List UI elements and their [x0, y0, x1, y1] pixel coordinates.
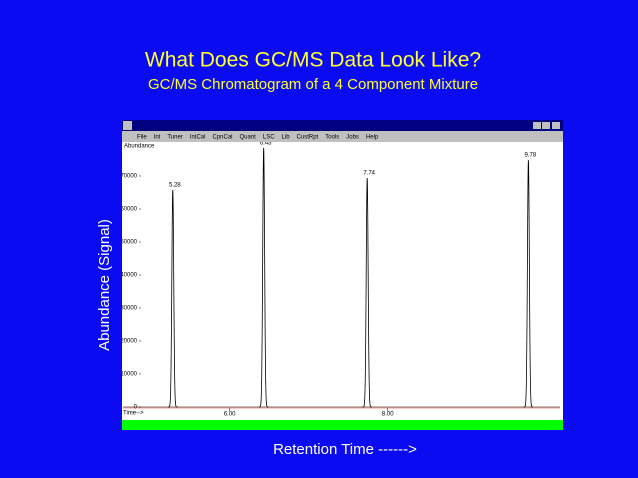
y-tick-label: 20000 [120, 339, 137, 345]
y-axis-label: Abundance (Signal) [96, 219, 113, 351]
slide-subtitle: GC/MS Chromatogram of a 4 Component Mixt… [148, 76, 478, 93]
menu-item[interactable]: CpnCal [212, 135, 232, 141]
y-tick-label: 70000 [120, 174, 137, 180]
peak [523, 160, 534, 408]
app-window: Abundance Time--> [122, 120, 563, 430]
y-tick-label: 0 [134, 405, 138, 411]
peak [258, 147, 269, 408]
menu: File Int Tuner IntCal CpnCal Quant LSC Lib CustR… [137, 135, 379, 141]
menu-item[interactable]: Quant [240, 135, 257, 141]
peak-label: 6.43 [260, 141, 272, 147]
title-bar [122, 120, 563, 131]
menu-item[interactable]: Lib [282, 135, 291, 141]
peak-label: 7.74 [363, 171, 375, 177]
abundance-label: Abundance [124, 144, 155, 150]
menu-bar [122, 131, 563, 142]
peak-label: 9.78 [525, 153, 537, 159]
menu-item[interactable]: Int [154, 135, 161, 141]
peak [362, 177, 372, 408]
time-label: Time--> [123, 411, 144, 417]
menu-item[interactable]: File [137, 135, 147, 141]
menu-item[interactable]: IntCal [190, 135, 206, 141]
y-tick-label: 40000 [120, 273, 137, 279]
menu-item[interactable]: Help [366, 135, 379, 141]
plot: 0 10000 20000 30000 40000 50000 60000 70000 6.00… [120, 141, 560, 418]
menu-item[interactable]: CustRpt [297, 135, 319, 141]
slide-title: What Does GC/MS Data Look Like? [145, 49, 481, 72]
close-button[interactable] [552, 122, 560, 129]
menu-item[interactable]: Tools [325, 135, 339, 141]
maximize-button[interactable] [542, 122, 550, 129]
y-tick-label: 30000 [120, 306, 137, 312]
x-tick-label: 8.00 [382, 412, 394, 418]
menu-item[interactable]: LSC [263, 135, 275, 141]
menu-item[interactable]: Tuner [167, 135, 182, 141]
y-tick-label: 50000 [120, 240, 137, 246]
window-icon[interactable] [123, 121, 132, 130]
y-tick-label: 60000 [120, 207, 137, 213]
plot-area [122, 142, 563, 420]
y-tick-label: 10000 [120, 372, 137, 378]
minimize-button[interactable] [533, 122, 541, 129]
x-tick-label: 6.00 [224, 412, 236, 418]
peak-label: 5.28 [169, 182, 181, 188]
peak [168, 189, 178, 408]
menu-item[interactable]: Jobs [346, 135, 359, 141]
x-axis-label: Retention Time ------> [273, 441, 417, 458]
status-bar [122, 420, 563, 430]
